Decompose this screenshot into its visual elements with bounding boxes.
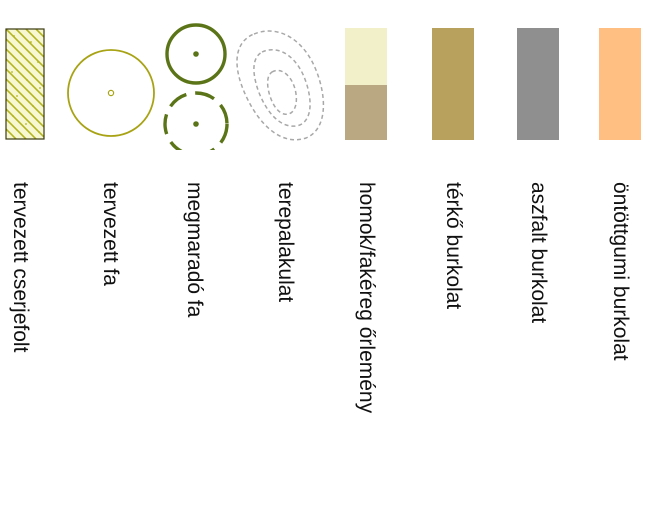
- label-tervezett-cserjefolt: tervezett cserjefolt: [9, 182, 32, 353]
- paving-stone-swatch-icon: [432, 28, 474, 140]
- label-terepalakulat: terepalakulat: [274, 182, 297, 303]
- retained-tree-circle-icon: [163, 23, 229, 150]
- label-ontottgumi-burkolat: öntöttgumi burkolat: [609, 182, 632, 361]
- sand-bark-swatch-lower: [345, 85, 387, 140]
- terrain-contour-icon: [236, 30, 325, 141]
- planned-tree-circle-icon: [67, 49, 155, 137]
- sand-bark-swatch-icon: [345, 28, 387, 140]
- label-terko-burkolat: térkő burkolat: [442, 182, 465, 310]
- label-aszfalt-burkolat: aszfalt burkolat: [527, 182, 550, 324]
- label-megmarado-fa: megmaradó fa: [183, 182, 206, 318]
- rubber-swatch-icon: [599, 28, 641, 140]
- label-homok-fakereg-orlemeny: homok/fakéreg őrlemény: [355, 182, 378, 414]
- hatched-shrub-area-icon: [5, 28, 45, 140]
- asphalt-swatch-icon: [517, 28, 559, 140]
- label-tervezett-fa: tervezett fa: [99, 182, 122, 286]
